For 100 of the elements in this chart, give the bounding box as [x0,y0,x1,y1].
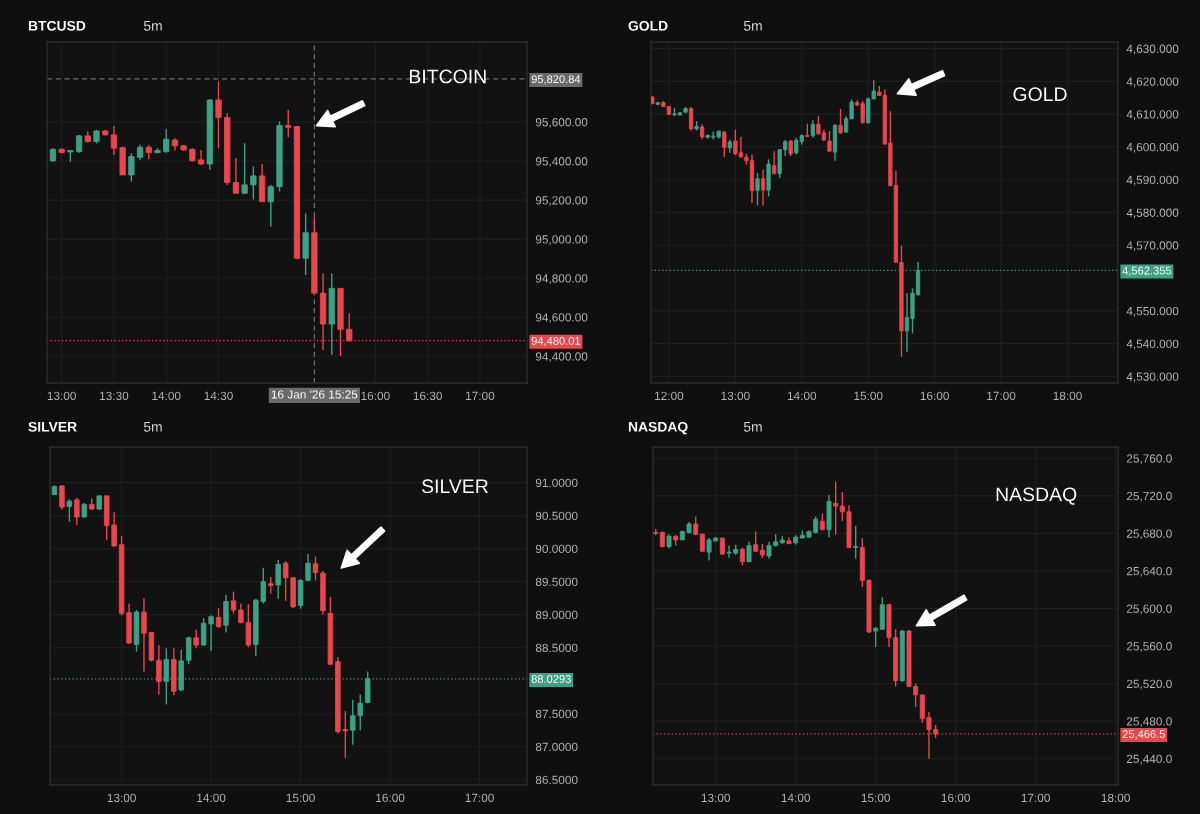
ref-line-label: 4,562.355 [1122,266,1172,276]
y-tick-label: 89.0000 [535,610,578,620]
x-tick-label: 13:00 [107,793,136,802]
y-tick-label: 25,440.0 [1126,754,1172,765]
candlestick [250,165,257,201]
x-tick-label: 17:00 [1021,793,1050,802]
x-tick-label: 16:30 [413,391,442,400]
candlestick [853,525,859,560]
ref-line-label: 16 Jan '26 15:25 [271,390,358,399]
x-tick-label: 14:00 [197,793,226,802]
candlestick [223,594,229,634]
x-tick-label: 16:00 [361,391,390,400]
annotation: NASDAQ [996,487,1077,505]
annotation: SILVER [421,479,488,494]
x-tick-label: 17:00 [987,391,1016,400]
y-tick-label: 95,600.00 [535,118,588,128]
x-tick-label: 13:00 [721,391,750,400]
chart-subtitle: 5m [143,422,162,432]
candlestick [760,168,766,207]
candlestick [110,125,118,156]
x-tick-label: 12:00 [655,391,684,400]
annotation: GOLD [1013,87,1067,102]
y-tick-label: 94,400.00 [535,352,588,363]
x-tick-label: 16:00 [941,793,970,802]
y-tick-label: 25,600.0 [1126,604,1172,615]
x-tick-label: 13:30 [100,391,129,400]
x-tick-label: 15:00 [286,793,315,802]
y-tick-label: 87.0000 [535,742,578,752]
chart-title: SILVER [28,421,77,432]
candlestick [230,590,237,615]
candlestick [275,559,281,600]
y-tick-label: 4,600.000 [1126,142,1179,153]
ref-line-label: 94,480.01 [531,336,581,347]
candlestick [285,109,292,138]
chart-title: NASDAQ [628,421,688,435]
candlestick [185,635,192,665]
x-tick-label: 14:00 [781,793,810,802]
y-tick-label: 94,600.00 [535,313,588,324]
y-tick-label: 91.0000 [535,478,578,488]
ref-line-label: 25,466.5 [1122,730,1165,740]
chart-subtitle: 5m [743,21,762,31]
candlestick [755,172,760,206]
y-tick-label: 90.0000 [535,544,578,554]
y-tick-label: 4,580.000 [1126,208,1179,219]
y-tick-label: 95,000.00 [535,235,588,245]
ref-line-label: 88.0293 [531,675,571,683]
x-tick-label: 14:00 [787,391,817,400]
x-tick-label: 17:00 [465,793,494,802]
y-tick-label: 88.5000 [535,643,578,653]
candlestick [215,80,222,149]
candlestick [59,484,65,511]
y-tick-label: 25,640.0 [1126,566,1172,577]
y-tick-label: 25,760.0 [1126,454,1172,465]
y-tick-label: 4,590.000 [1126,175,1179,186]
y-tick-label: 4,570.000 [1126,241,1179,252]
x-tick-label: 14:30 [204,391,233,400]
candlestick [688,106,694,132]
candlestick [193,629,199,650]
x-tick-label: 15:00 [854,391,883,400]
y-tick-label: 25,560.0 [1126,642,1172,652]
y-tick-label: 4,540.000 [1126,339,1179,350]
candlestick [241,142,248,195]
y-tick-label: 25,720.0 [1126,491,1172,502]
x-tick-label: 18:00 [1053,391,1082,400]
y-tick-label: 25,680.0 [1126,529,1172,540]
candlestick [215,607,222,629]
y-tick-label: 4,620.000 [1126,77,1179,88]
candlestick [128,152,135,183]
x-tick-label: 18:00 [1101,793,1130,802]
candlestick [838,108,843,135]
chart-subtitle: 5m [743,422,762,432]
y-tick-label: 95,200.00 [535,196,588,206]
y-tick-label: 25,480.0 [1126,717,1172,727]
y-tick-label: 87.5000 [535,709,578,719]
candlestick [267,184,274,228]
y-tick-label: 4,630.000 [1126,44,1179,55]
candlestick [66,498,73,523]
candlestick [74,497,80,526]
x-tick-label: 13:00 [47,391,76,400]
chart-title: GOLD [628,20,668,31]
candlestick [312,555,319,582]
candlestick [873,626,879,648]
y-tick-label: 90.5000 [535,511,578,521]
chart-title: BTCUSD [28,20,86,31]
annotation: BITCOIN [409,69,486,84]
y-tick-label: 86.5000 [535,775,578,785]
y-tick-label: 4,530.000 [1126,372,1179,383]
ref-line-label: 95,820.84 [531,75,581,85]
x-tick-label: 16:00 [920,391,949,400]
candlestick [156,644,162,696]
y-tick-label: 25,520.0 [1126,679,1172,690]
y-tick-label: 94,800.00 [535,274,588,284]
y-tick-label: 4,550.000 [1126,306,1179,317]
y-tick-label: 95,400.00 [535,157,588,167]
candlestick [232,157,240,195]
candlestick [833,481,839,536]
y-tick-label: 89.5000 [535,577,578,587]
x-tick-label: 13:00 [701,793,731,802]
x-tick-label: 14:00 [152,391,181,400]
x-tick-label: 16:00 [376,793,405,802]
